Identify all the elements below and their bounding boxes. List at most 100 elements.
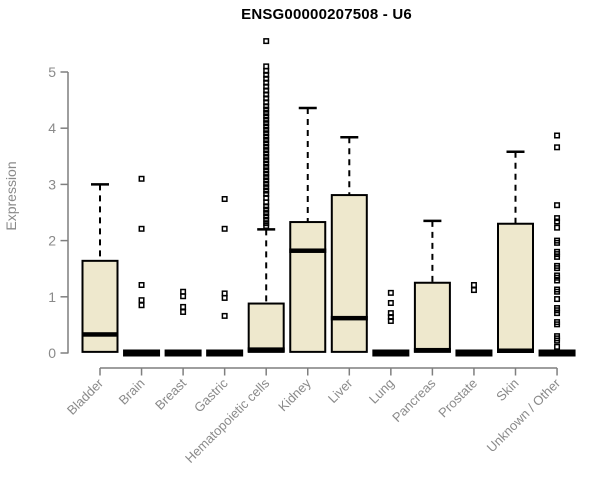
outlier-point-hematopoietic-cells bbox=[263, 126, 270, 133]
outlier-point-breast bbox=[180, 293, 187, 300]
outlier-point-hematopoietic-cells bbox=[263, 133, 270, 140]
outlier-point-hematopoietic-cells bbox=[263, 167, 270, 174]
outlier-point-hematopoietic-cells bbox=[263, 143, 270, 150]
median-line-skin bbox=[497, 348, 534, 354]
outlier-point-hematopoietic-cells bbox=[263, 153, 270, 160]
outlier-point-brain bbox=[138, 225, 145, 232]
y-tick-label: 5 bbox=[48, 64, 56, 80]
median-line-kidney bbox=[289, 248, 327, 253]
box-lung bbox=[372, 349, 410, 357]
outlier-point-unknown-other bbox=[554, 144, 561, 151]
outlier-point-hematopoietic-cells bbox=[263, 180, 270, 187]
outlier-point-unknown-other bbox=[554, 202, 561, 209]
outlier-point-hematopoietic-cells bbox=[263, 116, 270, 123]
outlier-point-gastric bbox=[221, 294, 228, 301]
median-line-pancreas bbox=[413, 347, 451, 353]
x-tick-label-pancreas: Pancreas bbox=[389, 375, 439, 425]
outlier-point-hematopoietic-cells bbox=[263, 184, 270, 191]
outlier-point-breast bbox=[180, 303, 187, 310]
outlier-point-unknown-other bbox=[554, 296, 561, 303]
box-gastric bbox=[206, 349, 244, 357]
y-tick-label: 3 bbox=[48, 176, 56, 192]
median-line-liver bbox=[330, 315, 368, 321]
outlier-point-hematopoietic-cells bbox=[263, 147, 270, 154]
box-unknown-other bbox=[538, 349, 576, 357]
x-tick-label-unknown-other: Unknown / Other bbox=[484, 375, 564, 455]
outlier-point-brain bbox=[138, 297, 145, 304]
y-tick-label: 2 bbox=[48, 233, 56, 249]
outlier-point-hematopoietic-cells bbox=[263, 160, 270, 167]
x-tick-label-gastric: Gastric bbox=[191, 375, 231, 415]
outlier-point-hematopoietic-cells bbox=[263, 157, 270, 164]
outlier-point-hematopoietic-cells bbox=[263, 38, 270, 45]
x-tick-label-brain: Brain bbox=[116, 376, 148, 408]
x-tick-label-skin: Skin bbox=[493, 376, 521, 404]
outlier-point-lung bbox=[387, 317, 394, 324]
outlier-point-hematopoietic-cells bbox=[263, 187, 270, 194]
outlier-point-unknown-other bbox=[554, 239, 561, 246]
outlier-point-hematopoietic-cells bbox=[263, 103, 270, 110]
outlier-point-gastric bbox=[221, 225, 228, 232]
outlier-point-hematopoietic-cells bbox=[263, 174, 270, 181]
x-tick-label-bladder: Bladder bbox=[64, 375, 107, 418]
outlier-point-unknown-other bbox=[554, 343, 561, 350]
x-tick-label-prostate: Prostate bbox=[435, 376, 480, 421]
box-bladder bbox=[81, 259, 119, 353]
outlier-point-gastric bbox=[221, 196, 228, 203]
box-liver bbox=[330, 194, 368, 353]
x-tick-label-kidney: Kidney bbox=[275, 375, 314, 414]
outlier-point-unknown-other bbox=[554, 288, 561, 295]
outlier-point-prostate bbox=[470, 287, 477, 294]
box-kidney bbox=[289, 221, 327, 353]
y-tick-label: 4 bbox=[48, 120, 56, 136]
outlier-point-hematopoietic-cells bbox=[263, 222, 270, 229]
box-brain bbox=[123, 349, 161, 357]
outlier-point-hematopoietic-cells bbox=[263, 170, 270, 177]
median-line-hematopoietic-cells bbox=[247, 347, 285, 352]
outlier-point-hematopoietic-cells bbox=[263, 213, 270, 220]
outlier-point-hematopoietic-cells bbox=[263, 106, 270, 113]
y-axis-label: Expression bbox=[3, 161, 19, 230]
outlier-point-gastric bbox=[221, 312, 228, 319]
outlier-point-hematopoietic-cells bbox=[263, 110, 270, 117]
median-line-bladder bbox=[81, 332, 119, 337]
outlier-point-lung bbox=[387, 289, 394, 296]
outlier-point-unknown-other bbox=[554, 218, 561, 225]
outlier-point-hematopoietic-cells bbox=[263, 113, 270, 120]
outlier-point-brain bbox=[138, 302, 145, 309]
box-hematopoietic-cells bbox=[247, 302, 285, 353]
outlier-point-unknown-other bbox=[554, 277, 561, 284]
outlier-point-unknown-other bbox=[554, 337, 561, 344]
outlier-point-brain bbox=[138, 175, 145, 182]
outlier-point-brain bbox=[138, 281, 145, 288]
outlier-point-unknown-other bbox=[554, 132, 561, 139]
outlier-point-unknown-other bbox=[554, 321, 561, 328]
outlier-point-hematopoietic-cells bbox=[263, 177, 270, 184]
outlier-point-hematopoietic-cells bbox=[263, 210, 270, 217]
outlier-point-hematopoietic-cells bbox=[263, 140, 270, 147]
outlier-point-hematopoietic-cells bbox=[263, 203, 270, 210]
box-skin bbox=[497, 222, 534, 353]
outlier-point-breast bbox=[180, 308, 187, 315]
outlier-point-lung bbox=[387, 299, 394, 306]
outlier-point-unknown-other bbox=[554, 265, 561, 272]
outlier-point-hematopoietic-cells bbox=[263, 150, 270, 157]
outlier-point-hematopoietic-cells bbox=[263, 206, 270, 213]
outlier-point-hematopoietic-cells bbox=[263, 130, 270, 137]
x-tick-label-liver: Liver bbox=[325, 375, 356, 406]
y-tick-label: 0 bbox=[48, 345, 56, 361]
chart-title: ENSG00000207508 - U6 bbox=[241, 6, 412, 23]
box-pancreas bbox=[413, 281, 451, 353]
outlier-point-unknown-other bbox=[554, 224, 561, 231]
outlier-point-hematopoietic-cells bbox=[263, 163, 270, 170]
outlier-point-hematopoietic-cells bbox=[263, 216, 270, 223]
outlier-point-unknown-other bbox=[554, 310, 561, 317]
x-tick-label-breast: Breast bbox=[152, 375, 189, 412]
y-tick-label: 1 bbox=[48, 289, 56, 305]
outlier-point-unknown-other bbox=[554, 253, 561, 260]
outlier-point-unknown-other bbox=[554, 215, 561, 222]
outlier-point-hematopoietic-cells bbox=[263, 123, 270, 130]
box-breast bbox=[164, 349, 202, 357]
